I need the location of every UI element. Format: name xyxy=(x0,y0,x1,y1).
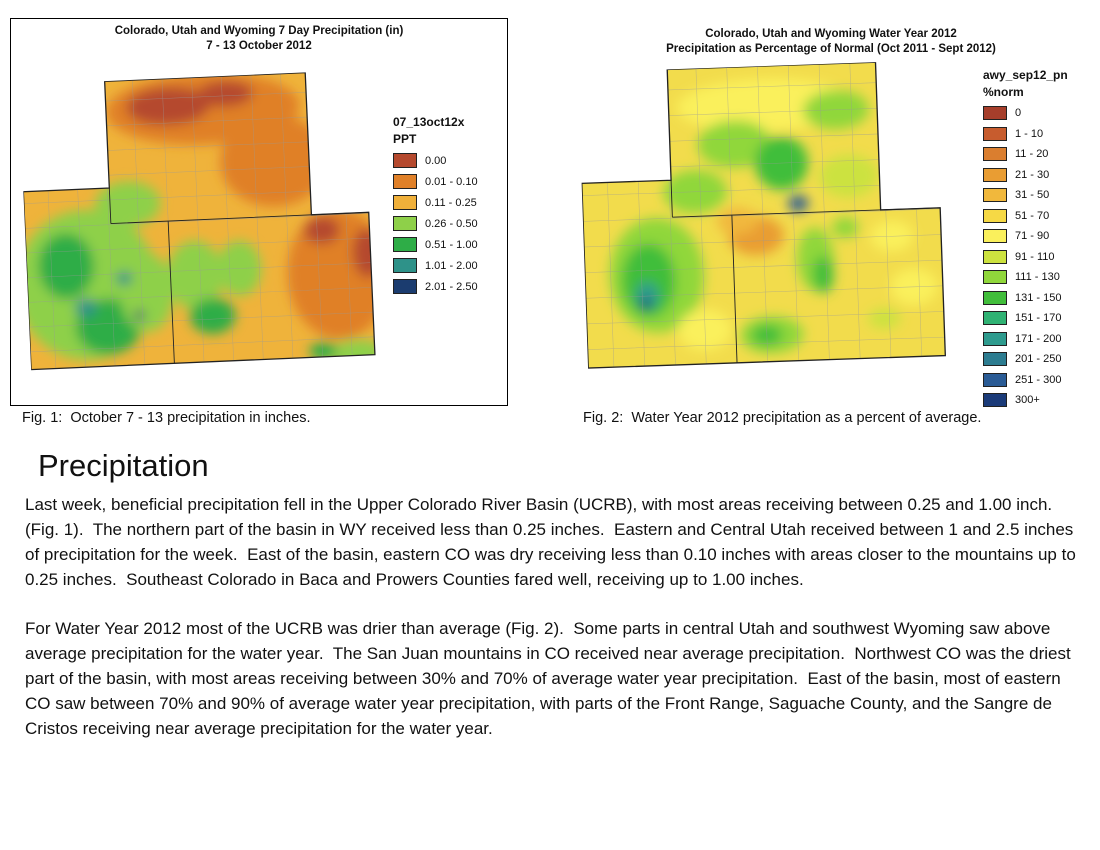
figure-1-title-line1: Colorado, Utah and Wyoming 7 Day Precipi… xyxy=(114,25,404,37)
legend-row: 151 - 170 xyxy=(983,311,1095,325)
legend-row: 111 - 130 xyxy=(983,270,1095,284)
figure-2-title-line2: Precipitation as Percentage of Normal (O… xyxy=(666,43,996,55)
figure-2-legend-rows: 0 1 - 10 11 - 20 21 - 30 31 - 50 51 - 70 xyxy=(983,106,1095,407)
legend-row: 0.51 - 1.00 xyxy=(393,237,501,252)
legend-label: 1.01 - 2.00 xyxy=(425,259,478,272)
legend-swatch xyxy=(393,237,417,252)
legend-swatch xyxy=(393,258,417,273)
legend-row: 300+ xyxy=(983,393,1095,407)
figure-1-panel: Colorado, Utah and Wyoming 7 Day Precipi… xyxy=(10,18,508,406)
legend-swatch xyxy=(983,393,1007,407)
fig1-county-lines xyxy=(19,71,375,370)
legend-row: 0 xyxy=(983,106,1095,120)
section-heading: Precipitation xyxy=(38,448,209,483)
legend-label: 0.00 xyxy=(425,154,447,167)
figure-2-legend-title: awy_sep12_pn xyxy=(983,68,1068,82)
legend-label: 0.01 - 0.10 xyxy=(425,175,478,188)
legend-label: 0.26 - 0.50 xyxy=(425,217,478,230)
legend-label: 51 - 70 xyxy=(1015,209,1050,222)
legend-swatch xyxy=(983,167,1007,182)
legend-swatch xyxy=(393,216,417,231)
body-text: Last week, beneficial precipitation fell… xyxy=(25,492,1083,765)
paragraph-2: For Water Year 2012 most of the UCRB was… xyxy=(25,619,1076,738)
legend-swatch xyxy=(983,352,1007,366)
legend-row: 11 - 20 xyxy=(983,147,1095,161)
figure-1-title-line2: 7 - 13 October 2012 xyxy=(206,40,312,52)
figure-2-title: Colorado, Utah and Wyoming Water Year 20… xyxy=(565,27,1097,57)
legend-swatch xyxy=(983,147,1007,161)
legend-swatch xyxy=(983,188,1007,202)
figure-1-title: Colorado, Utah and Wyoming 7 Day Precipi… xyxy=(11,24,507,54)
legend-label: 11 - 20 xyxy=(1015,148,1049,160)
legend-label: 1 - 10 xyxy=(1015,127,1044,140)
figure-1-legend-units: PPT xyxy=(393,132,417,146)
legend-label: 251 - 300 xyxy=(1015,373,1062,386)
legend-swatch xyxy=(393,279,417,294)
legend-label: 21 - 30 xyxy=(1015,168,1050,181)
legend-row: 51 - 70 xyxy=(983,208,1095,223)
legend-swatch xyxy=(983,311,1007,325)
fig1-state-borders xyxy=(108,187,369,364)
legend-swatch xyxy=(393,174,417,189)
fig1-state-outline xyxy=(22,71,376,371)
legend-label: 0.11 - 0.25 xyxy=(425,196,477,209)
legend-row: 1.01 - 2.00 xyxy=(393,258,501,273)
fig2-state-outline xyxy=(581,61,947,369)
legend-row: 201 - 250 xyxy=(983,352,1095,366)
legend-label: 71 - 90 xyxy=(1015,230,1050,242)
legend-row: 0.01 - 0.10 xyxy=(393,174,501,189)
legend-label: 0 xyxy=(1015,107,1022,119)
legend-row: 21 - 30 xyxy=(983,167,1095,182)
legend-swatch xyxy=(393,195,417,210)
legend-label: 31 - 50 xyxy=(1015,189,1050,201)
legend-row: 71 - 90 xyxy=(983,229,1095,243)
figure-2-panel: Colorado, Utah and Wyoming Water Year 20… xyxy=(565,22,1097,407)
legend-swatch xyxy=(983,106,1007,120)
figure-2-legend: awy_sep12_pn %norm 0 1 - 10 11 - 20 21 -… xyxy=(983,68,1095,414)
legend-row: 251 - 300 xyxy=(983,372,1095,387)
figure-2-title-line1: Colorado, Utah and Wyoming Water Year 20… xyxy=(705,28,957,40)
figure-1-legend-title: 07_13oct12x xyxy=(393,115,465,129)
fig2-state-borders xyxy=(670,180,941,363)
figure-1-legend-rows: 0.00 0.01 - 0.10 0.11 - 0.25 0.26 - 0.50… xyxy=(393,153,501,294)
legend-swatch xyxy=(983,249,1007,264)
legend-swatch xyxy=(393,153,417,168)
fig2-percent-normal-map xyxy=(577,60,947,369)
legend-row: 91 - 110 xyxy=(983,249,1095,264)
legend-label: 111 - 130 xyxy=(1015,271,1060,283)
legend-label: 0.51 - 1.00 xyxy=(425,238,478,251)
legend-swatch xyxy=(983,229,1007,243)
legend-row: 31 - 50 xyxy=(983,188,1095,202)
figure-1-legend: 07_13oct12x PPT 0.00 0.01 - 0.10 0.11 - … xyxy=(393,115,501,300)
legend-swatch xyxy=(983,208,1007,223)
legend-row: 1 - 10 xyxy=(983,126,1095,141)
legend-label: 151 - 170 xyxy=(1015,312,1062,324)
paragraph-1: Last week, beneficial precipitation fell… xyxy=(25,495,1081,589)
legend-label: 2.01 - 2.50 xyxy=(425,280,478,293)
legend-swatch xyxy=(983,372,1007,387)
legend-label: 171 - 200 xyxy=(1015,332,1062,345)
legend-swatch xyxy=(983,270,1007,284)
legend-row: 0.00 xyxy=(393,153,501,168)
legend-row: 2.01 - 2.50 xyxy=(393,279,501,294)
legend-swatch xyxy=(983,331,1007,346)
figure-1-caption: Fig. 1: October 7 - 13 precipitation in … xyxy=(22,410,311,426)
legend-row: 0.11 - 0.25 xyxy=(393,195,501,210)
legend-row: 0.26 - 0.50 xyxy=(393,216,501,231)
legend-label: 131 - 150 xyxy=(1015,291,1062,304)
legend-label: 201 - 250 xyxy=(1015,353,1062,365)
figure-2-legend-units: %norm xyxy=(983,85,1024,99)
fig1-precipitation-map xyxy=(18,70,376,371)
legend-row: 131 - 150 xyxy=(983,290,1095,305)
legend-label: 300+ xyxy=(1015,394,1040,406)
legend-swatch xyxy=(983,126,1007,141)
figure-2-caption: Fig. 2: Water Year 2012 precipitation as… xyxy=(583,410,982,426)
legend-swatch xyxy=(983,290,1007,305)
legend-row: 171 - 200 xyxy=(983,331,1095,346)
legend-label: 91 - 110 xyxy=(1015,250,1055,263)
